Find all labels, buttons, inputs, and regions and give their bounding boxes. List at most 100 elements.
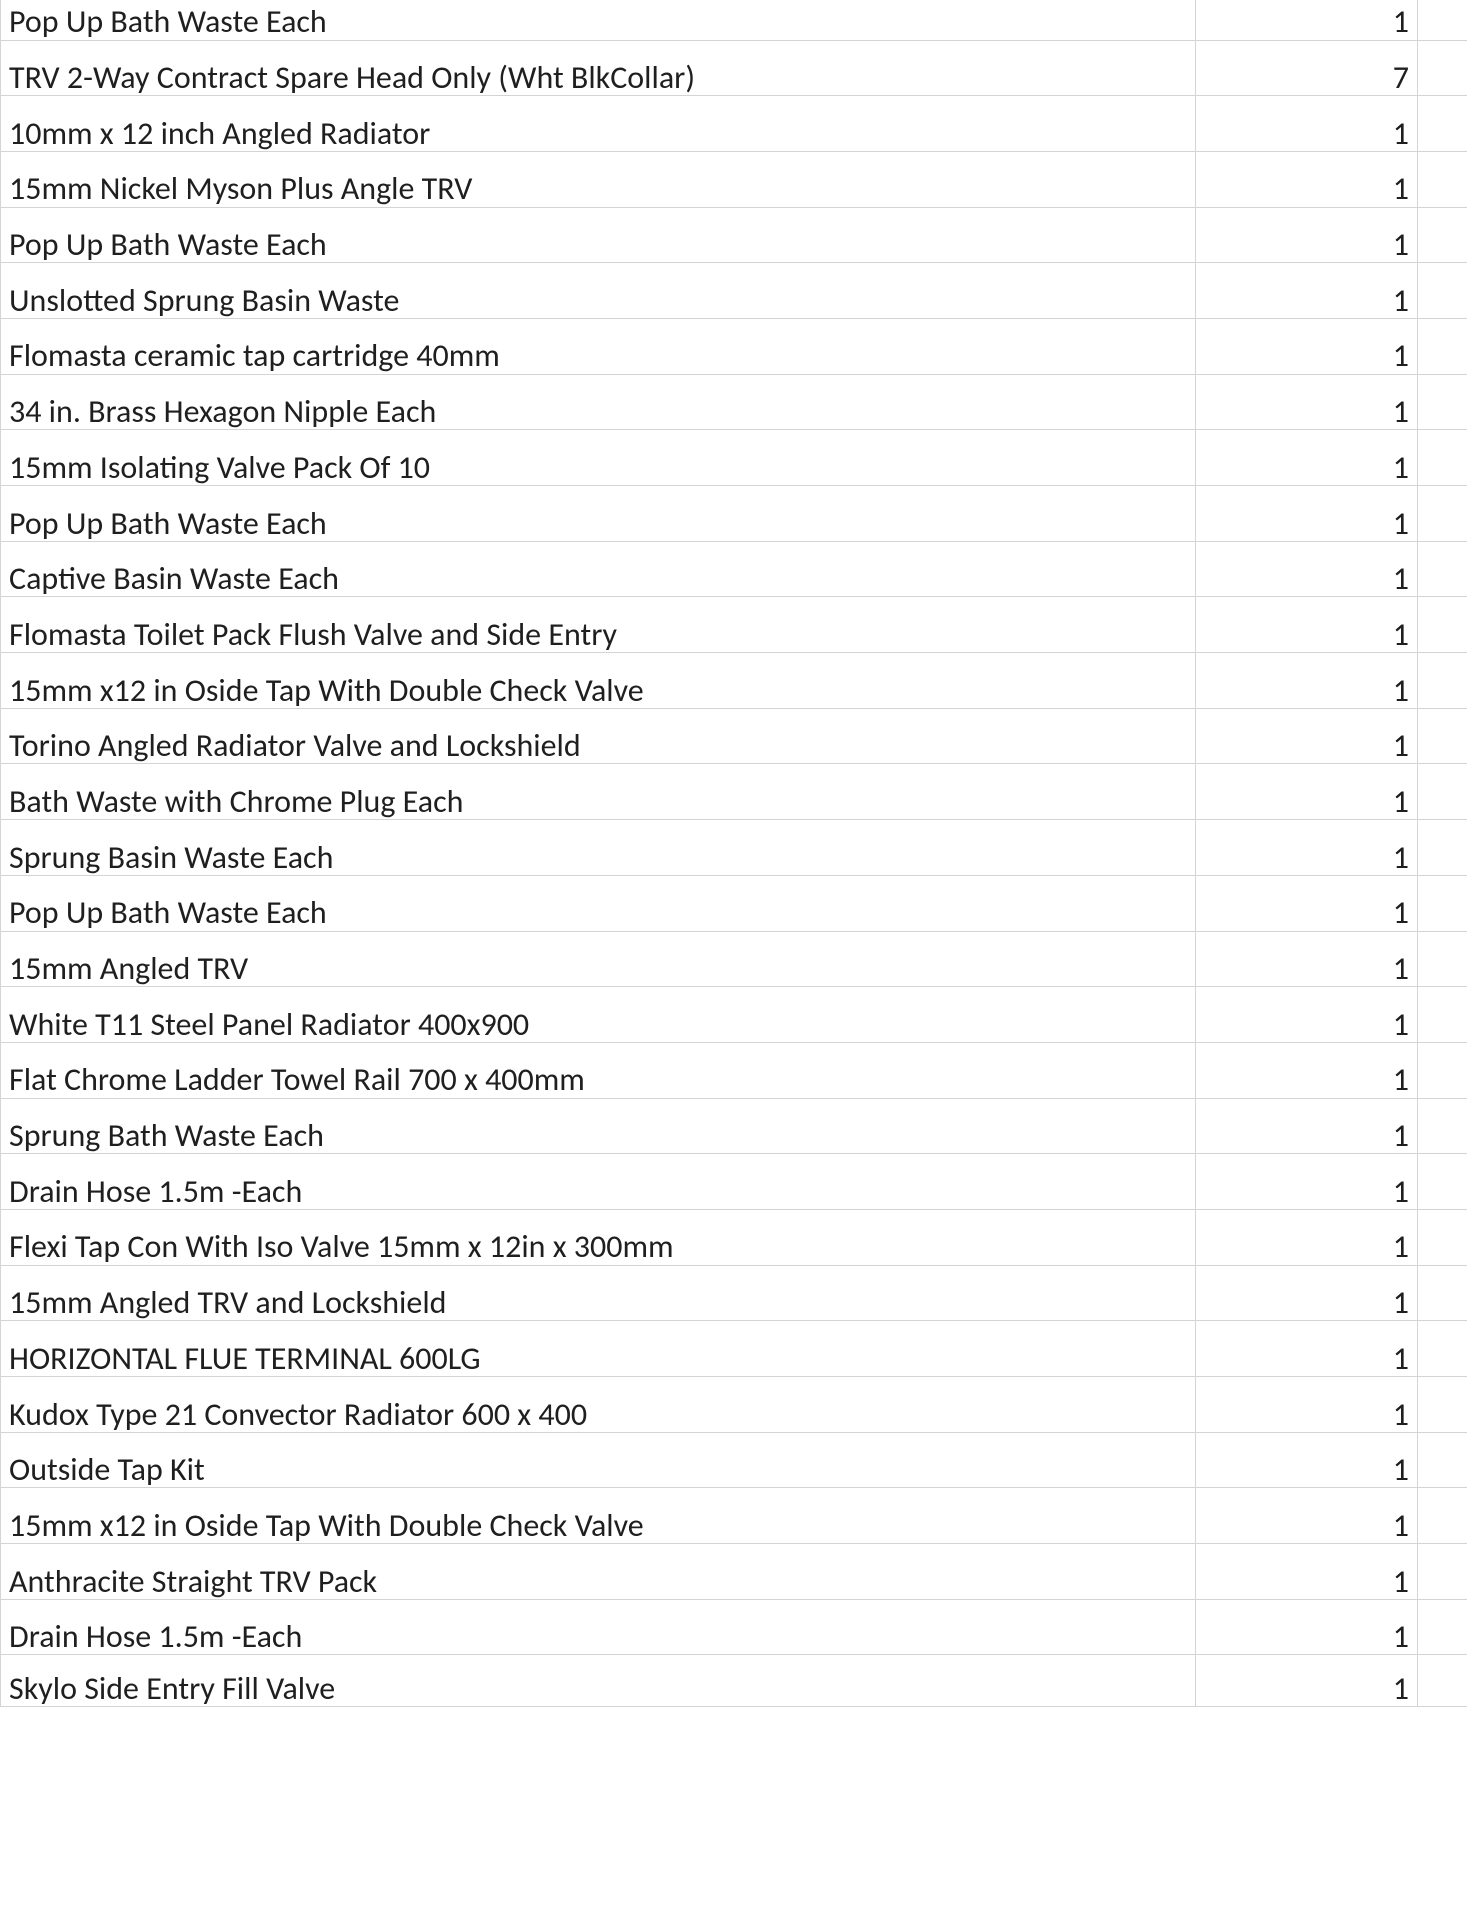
cell-empty[interactable] [1418,486,1467,542]
table-row[interactable]: Kudox Type 21 Convector Radiator 600 x 4… [1,1377,1467,1433]
cell-quantity[interactable]: 7 [1196,40,1418,96]
cell-description[interactable]: 34 in. Brass Hexagon Nipple Each [1,374,1196,430]
table-row[interactable]: 15mm x12 in Oside Tap With Double Check … [1,653,1467,709]
cell-description[interactable]: Drain Hose 1.5m -Each [1,1154,1196,1210]
cell-quantity[interactable]: 1 [1196,318,1418,374]
cell-quantity[interactable]: 1 [1196,1544,1418,1600]
table-row[interactable]: 34 in. Brass Hexagon Nipple Each1 [1,374,1467,430]
table-row[interactable]: 15mm Angled TRV1 [1,931,1467,987]
table-row[interactable]: 15mm Isolating Valve Pack Of 101 [1,430,1467,486]
table-row[interactable]: Pop Up Bath Waste Each1 [1,0,1467,40]
table-row[interactable]: Unslotted Sprung Basin Waste1 [1,263,1467,319]
cell-empty[interactable] [1418,1655,1467,1707]
table-row[interactable]: Sprung Bath Waste Each1 [1,1098,1467,1154]
cell-empty[interactable] [1418,207,1467,263]
table-row[interactable]: Outside Tap Kit1 [1,1432,1467,1488]
cell-empty[interactable] [1418,1599,1467,1655]
cell-description[interactable]: Captive Basin Waste Each [1,541,1196,597]
cell-description[interactable]: 15mm Nickel Myson Plus Angle TRV [1,151,1196,207]
cell-empty[interactable] [1418,1432,1467,1488]
cell-empty[interactable] [1418,430,1467,486]
cell-empty[interactable] [1418,875,1467,931]
cell-description[interactable]: White T11 Steel Panel Radiator 400x900 [1,987,1196,1043]
cell-description[interactable]: Sprung Bath Waste Each [1,1098,1196,1154]
cell-empty[interactable] [1418,1488,1467,1544]
cell-empty[interactable] [1418,764,1467,820]
cell-empty[interactable] [1418,1098,1467,1154]
table-row[interactable]: 10mm x 12 inch Angled Radiator1 [1,96,1467,152]
cell-quantity[interactable]: 1 [1196,820,1418,876]
table-row[interactable]: Pop Up Bath Waste Each1 [1,875,1467,931]
table-row[interactable]: 15mm Nickel Myson Plus Angle TRV1 [1,151,1467,207]
table-row[interactable]: Flat Chrome Ladder Towel Rail 700 x 400m… [1,1042,1467,1098]
table-row[interactable]: Sprung Basin Waste Each1 [1,820,1467,876]
cell-description[interactable]: Bath Waste with Chrome Plug Each [1,764,1196,820]
cell-quantity[interactable]: 1 [1196,1209,1418,1265]
cell-empty[interactable] [1418,653,1467,709]
cell-empty[interactable] [1418,1265,1467,1321]
cell-quantity[interactable]: 1 [1196,207,1418,263]
cell-quantity[interactable]: 1 [1196,1655,1418,1707]
table-row[interactable]: 15mm Angled TRV and Lockshield1 [1,1265,1467,1321]
cell-description[interactable]: Pop Up Bath Waste Each [1,875,1196,931]
cell-quantity[interactable]: 1 [1196,1377,1418,1433]
cell-empty[interactable] [1418,1377,1467,1433]
cell-description[interactable]: Kudox Type 21 Convector Radiator 600 x 4… [1,1377,1196,1433]
cell-empty[interactable] [1418,1544,1467,1600]
cell-quantity[interactable]: 1 [1196,1321,1418,1377]
cell-empty[interactable] [1418,541,1467,597]
cell-description[interactable]: 15mm Angled TRV and Lockshield [1,1265,1196,1321]
cell-description[interactable]: Pop Up Bath Waste Each [1,207,1196,263]
cell-empty[interactable] [1418,318,1467,374]
table-row[interactable]: 15mm x12 in Oside Tap With Double Check … [1,1488,1467,1544]
cell-empty[interactable] [1418,1042,1467,1098]
cell-description[interactable]: 15mm Angled TRV [1,931,1196,987]
cell-description[interactable]: Anthracite Straight TRV Pack [1,1544,1196,1600]
cell-description[interactable]: Pop Up Bath Waste Each [1,0,1196,40]
cell-empty[interactable] [1418,374,1467,430]
cell-description[interactable]: Flexi Tap Con With Iso Valve 15mm x 12in… [1,1209,1196,1265]
table-row[interactable]: HORIZONTAL FLUE TERMINAL 600LG1 [1,1321,1467,1377]
table-row[interactable]: Flomasta ceramic tap cartridge 40mm1 [1,318,1467,374]
table-row[interactable]: Flomasta Toilet Pack Flush Valve and Sid… [1,597,1467,653]
cell-description[interactable]: 15mm x12 in Oside Tap With Double Check … [1,1488,1196,1544]
cell-empty[interactable] [1418,708,1467,764]
cell-quantity[interactable]: 1 [1196,764,1418,820]
cell-description[interactable]: HORIZONTAL FLUE TERMINAL 600LG [1,1321,1196,1377]
cell-quantity[interactable]: 1 [1196,597,1418,653]
table-row[interactable]: Pop Up Bath Waste Each1 [1,207,1467,263]
cell-description[interactable]: Torino Angled Radiator Valve and Lockshi… [1,708,1196,764]
cell-description[interactable]: Flat Chrome Ladder Towel Rail 700 x 400m… [1,1042,1196,1098]
table-row[interactable]: Flexi Tap Con With Iso Valve 15mm x 12in… [1,1209,1467,1265]
table-row[interactable]: TRV 2-Way Contract Spare Head Only (Wht … [1,40,1467,96]
cell-quantity[interactable]: 1 [1196,430,1418,486]
cell-description[interactable]: Flomasta Toilet Pack Flush Valve and Sid… [1,597,1196,653]
cell-description[interactable]: 15mm Isolating Valve Pack Of 10 [1,430,1196,486]
cell-empty[interactable] [1418,263,1467,319]
table-row[interactable]: Anthracite Straight TRV Pack1 [1,1544,1467,1600]
cell-description[interactable]: Flomasta ceramic tap cartridge 40mm [1,318,1196,374]
table-row[interactable]: White T11 Steel Panel Radiator 400x9001 [1,987,1467,1043]
cell-quantity[interactable]: 1 [1196,486,1418,542]
cell-empty[interactable] [1418,96,1467,152]
cell-description[interactable]: TRV 2-Way Contract Spare Head Only (Wht … [1,40,1196,96]
cell-quantity[interactable]: 1 [1196,1265,1418,1321]
cell-quantity[interactable]: 1 [1196,931,1418,987]
cell-quantity[interactable]: 1 [1196,1599,1418,1655]
cell-description[interactable]: Unslotted Sprung Basin Waste [1,263,1196,319]
cell-description[interactable]: 15mm x12 in Oside Tap With Double Check … [1,653,1196,709]
cell-quantity[interactable]: 1 [1196,1154,1418,1210]
table-row[interactable]: Captive Basin Waste Each1 [1,541,1467,597]
cell-description[interactable]: Drain Hose 1.5m -Each [1,1599,1196,1655]
cell-empty[interactable] [1418,40,1467,96]
cell-empty[interactable] [1418,151,1467,207]
cell-empty[interactable] [1418,597,1467,653]
cell-quantity[interactable]: 1 [1196,1098,1418,1154]
cell-quantity[interactable]: 1 [1196,374,1418,430]
cell-quantity[interactable]: 1 [1196,708,1418,764]
cell-description[interactable]: Outside Tap Kit [1,1432,1196,1488]
table-row[interactable]: Drain Hose 1.5m -Each1 [1,1154,1467,1210]
cell-quantity[interactable]: 1 [1196,151,1418,207]
table-row[interactable]: Pop Up Bath Waste Each1 [1,486,1467,542]
cell-quantity[interactable]: 1 [1196,263,1418,319]
